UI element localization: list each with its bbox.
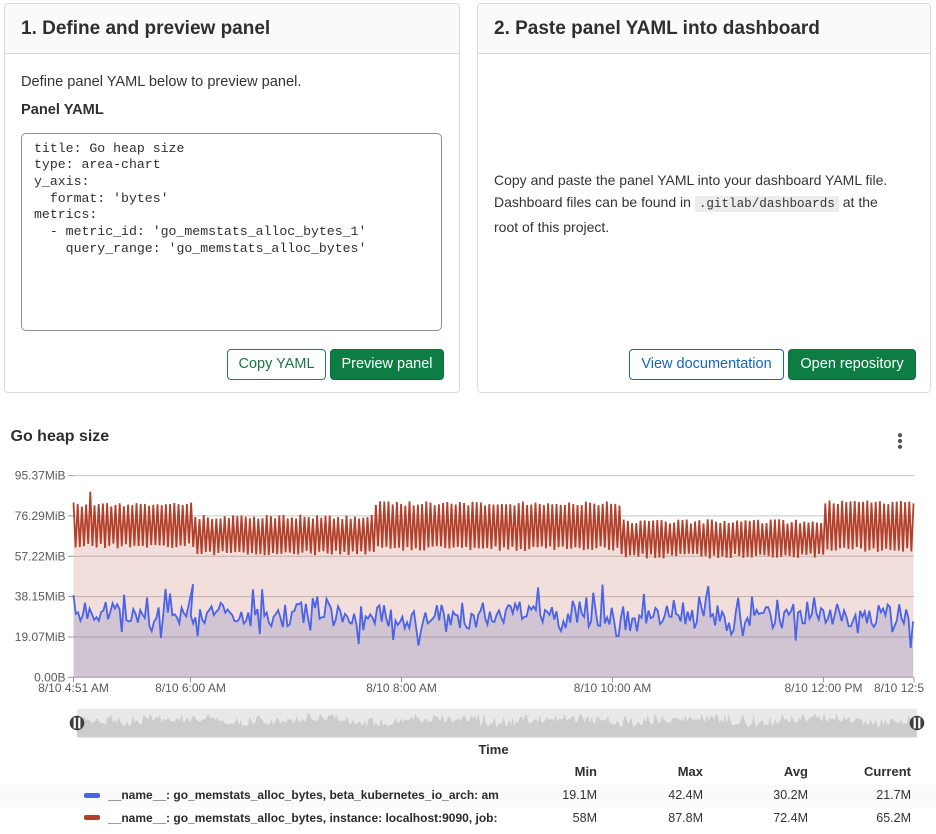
svg-text:8/10 12:00 PM: 8/10 12:00 PM: [784, 681, 862, 695]
svg-text:8/10 8:00 AM: 8/10 8:00 AM: [366, 681, 437, 695]
svg-text:8/10 4:51 AM: 8/10 4:51 AM: [38, 681, 109, 695]
svg-text:95.37MiB: 95.37MiB: [15, 469, 66, 483]
svg-text:38.15MiB: 38.15MiB: [15, 590, 66, 604]
svg-text:8/10 10:00 AM: 8/10 10:00 AM: [574, 681, 651, 695]
svg-text:8/10 12:5: 8/10 12:5: [874, 681, 924, 695]
svg-text:57.22MiB: 57.22MiB: [15, 549, 66, 563]
svg-text:0.00B: 0.00B: [34, 670, 65, 684]
svg-text:76.29MiB: 76.29MiB: [15, 509, 66, 523]
svg-text:19.07MiB: 19.07MiB: [15, 630, 66, 644]
svg-text:8/10 6:00 AM: 8/10 6:00 AM: [155, 681, 226, 695]
